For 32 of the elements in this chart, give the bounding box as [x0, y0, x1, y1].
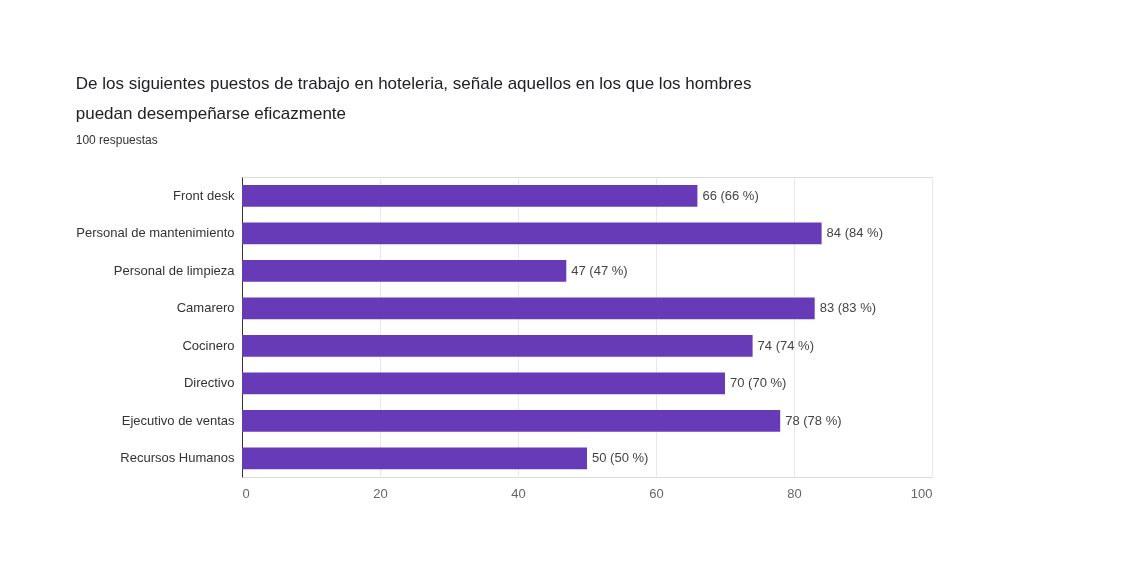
data-label: 84 (84 %): [826, 225, 883, 241]
bar: [242, 409, 781, 432]
y-tick-label: Directivo: [183, 375, 235, 391]
data-label: 78 (78 %): [785, 412, 842, 428]
bar: [242, 297, 815, 320]
bar: [242, 259, 567, 282]
y-tick-label: Personal de limpieza: [113, 262, 236, 278]
x-tick-label: 40: [511, 485, 526, 501]
y-tick-label: Ejecutivo de ventas: [121, 412, 235, 428]
y-tick-label: Camarero: [176, 300, 235, 316]
y-tick-label: Recursos Humanos: [120, 450, 235, 466]
data-label: 47 (47 %): [571, 262, 628, 278]
x-tick-label: 80: [787, 485, 802, 501]
bar: [242, 447, 587, 470]
data-label: 50 (50 %): [592, 450, 649, 466]
y-tick-label: Cocinero: [182, 337, 235, 353]
data-label: 74 (74 %): [757, 337, 814, 353]
y-tick-label: Personal de mantenimiento: [76, 225, 235, 241]
x-tick-label: 100: [910, 485, 933, 501]
data-label: 70 (70 %): [730, 375, 787, 391]
chart-title: De los siguientes puestos de trabajo en hoteleria, señale aquellos en los que los hombres puedan desempeñarse eficazmente: [75, 74, 752, 123]
bar: [242, 372, 725, 395]
y-tick-label: Front desk: [173, 187, 235, 203]
bar: [242, 222, 822, 245]
bar: [242, 334, 753, 357]
x-tick-label: 60: [649, 485, 664, 501]
text: 100 respuestas: [75, 133, 158, 147]
x-tick-label: 20: [373, 485, 388, 501]
bar: [242, 184, 698, 207]
data-label: 66 (66 %): [702, 187, 759, 203]
x-tick-label: 0: [242, 485, 250, 501]
data-label: 83 (83 %): [819, 300, 877, 316]
